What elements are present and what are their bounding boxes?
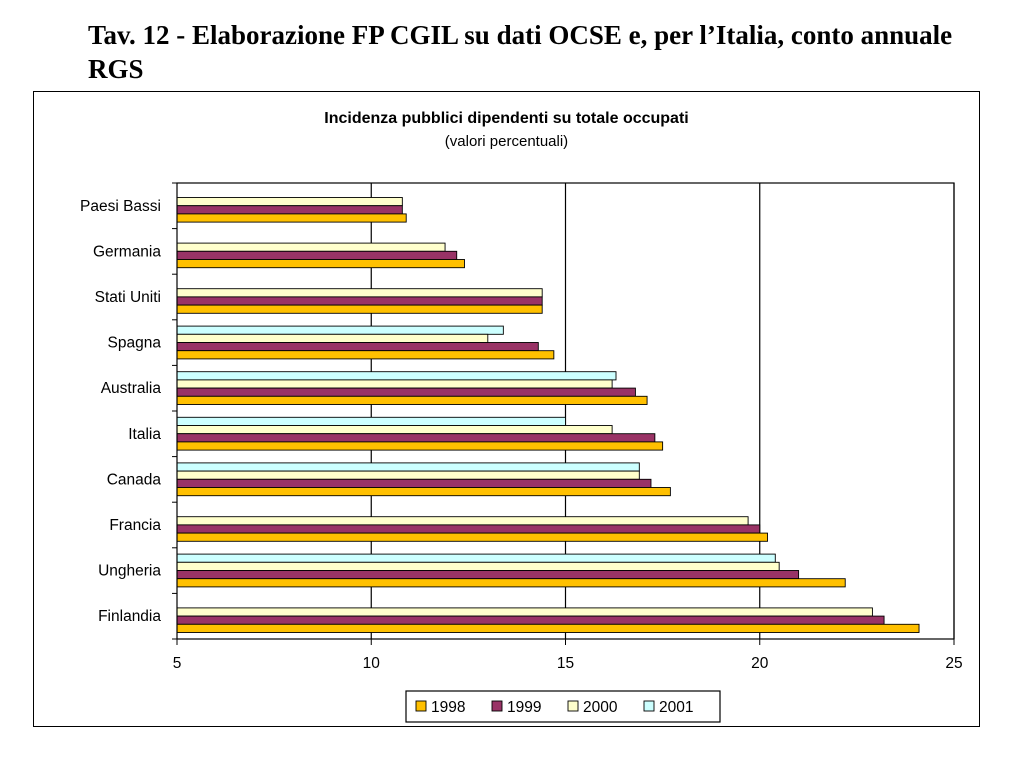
axes (172, 182, 955, 645)
category-label: Australia (101, 380, 162, 397)
bar-1998-canada (176, 487, 671, 497)
bar-1999-stati-uniti (176, 296, 543, 306)
bar-2000-finlandia (176, 607, 873, 617)
bar-1998-australia (176, 395, 648, 405)
bar-1999-spagna (176, 342, 539, 352)
category-label: Francia (109, 517, 161, 534)
bar-1999-ungheria (176, 570, 800, 580)
bar-1999-canada (176, 478, 652, 488)
category-label: Ungheria (98, 563, 161, 580)
legend-swatch-1999 (491, 700, 503, 712)
x-tick-label: 10 (363, 655, 381, 672)
bar-chart: Paesi Bassi Germania Stati Uniti Spagna Aust… (80, 182, 963, 723)
category-label: Italia (128, 426, 161, 443)
bar-2000-germania (176, 242, 446, 252)
bar-2001-spagna (176, 325, 504, 335)
legend: 1998 1999 2000 2001 (405, 690, 721, 723)
bar-1998-italia (176, 441, 664, 451)
bar-2000-italia (176, 425, 613, 435)
bar-1999-australia (176, 387, 636, 397)
category-label: Finlandia (98, 608, 161, 625)
category-label: Paesi Bassi (80, 198, 161, 215)
bar-1998-paesi-bassi (176, 213, 407, 223)
bar-2000-francia (176, 516, 749, 526)
bar-1999-germania (176, 250, 458, 260)
legend-label-1998: 1998 (431, 699, 465, 716)
bars (176, 197, 920, 633)
category-label: Germania (93, 243, 161, 260)
bar-2001-ungheria (176, 553, 776, 563)
bar-2000-spagna (176, 333, 489, 343)
bar-1998-spagna (176, 350, 555, 360)
category-label: Spagna (108, 335, 162, 352)
x-tick-label: 20 (751, 655, 769, 672)
category-label: Canada (107, 471, 162, 488)
bar-1999-finlandia (176, 615, 885, 625)
bar-1998-stati-uniti (176, 304, 543, 314)
page-title: Tav. 12 - Elaborazione FP CGIL su dati O… (88, 20, 953, 84)
legend-swatch-2000 (567, 700, 579, 712)
bar-2001-italia (176, 416, 566, 426)
chart-subtitle: (valori percentuali) (444, 133, 569, 150)
bar-2000-canada (176, 470, 640, 480)
legend-swatch-2001 (643, 700, 655, 712)
bar-1998-finlandia (176, 623, 920, 633)
legend-label-2000: 2000 (583, 699, 618, 716)
x-tick-label: 25 (945, 655, 962, 672)
x-tick-label: 5 (173, 655, 182, 672)
bar-1998-ungheria (176, 578, 846, 588)
bar-2001-australia (176, 371, 617, 381)
legend-swatch-1998 (415, 700, 427, 712)
category-label: Stati Uniti (95, 289, 161, 306)
bar-2000-paesi-bassi (176, 197, 403, 207)
labels: Paesi Bassi Germania Stati Uniti Spagna Aust… (80, 198, 963, 672)
bar-2000-stati-uniti (176, 288, 543, 298)
x-tick-label: 15 (557, 655, 574, 672)
chart-title: Incidenza pubblici dipendenti su totale … (324, 110, 689, 127)
bar-2000-australia (176, 379, 613, 389)
bar-2000-ungheria (176, 561, 780, 571)
bar-1999-paesi-bassi (176, 205, 403, 215)
bar-1998-francia (176, 532, 768, 542)
legend-label-1999: 1999 (507, 699, 541, 716)
legend-label-2001: 2001 (659, 699, 693, 716)
bar-1999-italia (176, 433, 656, 443)
bar-1999-francia (176, 524, 761, 534)
chart-frame: Incidenza pubblici dipendenti su totale … (33, 91, 980, 727)
bar-2001-canada (176, 462, 640, 472)
bar-1998-germania (176, 259, 465, 269)
legend-box (405, 690, 721, 723)
